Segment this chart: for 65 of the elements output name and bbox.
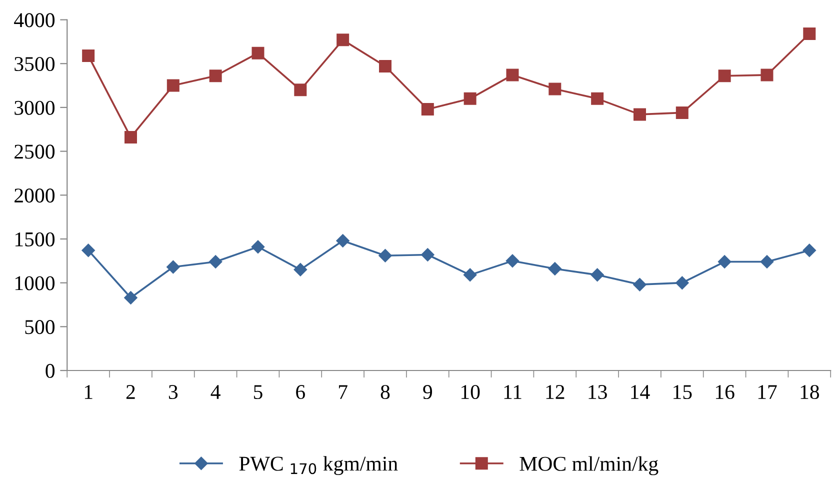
point	[633, 278, 646, 292]
x-tick-label: 5	[254, 385, 262, 400]
legend-label: MOC ml/min/kg	[520, 456, 658, 476]
point	[294, 263, 307, 276]
x-tick-label: 6	[296, 385, 305, 400]
point	[590, 268, 604, 282]
point	[166, 260, 180, 274]
point	[82, 49, 95, 62]
point	[124, 291, 138, 304]
point	[676, 106, 688, 119]
point	[506, 68, 519, 82]
point	[463, 268, 477, 282]
y-tick-label: 4000	[14, 13, 55, 28]
point	[760, 255, 774, 268]
x-tick-label: 16	[716, 385, 734, 400]
point	[633, 108, 646, 121]
point	[208, 255, 222, 268]
point	[591, 92, 604, 105]
point	[548, 82, 562, 96]
point	[548, 262, 562, 276]
point	[124, 131, 137, 144]
point	[676, 276, 689, 290]
x-tick-label: 10	[461, 384, 480, 400]
point	[760, 68, 774, 82]
point	[378, 60, 392, 72]
y-tick-label: 2500	[14, 144, 55, 159]
point	[718, 70, 731, 82]
point	[251, 240, 265, 254]
x-tick-label: 12	[546, 385, 564, 399]
point	[252, 46, 264, 60]
x-tick-label: 13	[588, 385, 607, 400]
x-tick-label: 14	[631, 385, 650, 399]
y-tick-label: 500	[25, 320, 55, 334]
point	[209, 70, 222, 82]
point	[421, 102, 434, 116]
x-tick-label: 17	[758, 385, 777, 399]
point	[166, 79, 180, 92]
point	[378, 249, 392, 262]
point	[421, 248, 434, 262]
point	[294, 84, 307, 96]
point	[464, 92, 476, 105]
x-tick-label: 3	[168, 385, 178, 400]
y-tick-label: 3500	[14, 56, 55, 72]
y-tick-label: 1500	[15, 232, 55, 246]
legend-label: PWC $_{170}$ kgm/min	[239, 456, 398, 476]
point	[82, 244, 95, 257]
x-tick-label: 1	[84, 385, 92, 399]
y-tick-label: 0	[46, 364, 55, 378]
point	[803, 28, 816, 40]
x-tick-label: 8	[380, 384, 390, 400]
x-tick-label: 15	[674, 385, 692, 400]
x-tick-label: 2	[126, 385, 135, 399]
x-tick-label: 7	[338, 385, 348, 399]
point	[802, 244, 816, 257]
x-tick-label: 4	[210, 385, 220, 399]
point	[506, 254, 520, 268]
y-tick-label: 1000	[15, 276, 55, 290]
y-tick-label: 2000	[14, 188, 55, 203]
point	[718, 255, 732, 268]
x-tick-label: 11	[504, 385, 522, 399]
x-tick-label: 18	[800, 384, 820, 400]
point	[336, 34, 350, 46]
x-tick-label: 9	[423, 385, 432, 400]
point	[336, 234, 350, 248]
y-tick-label: 3000	[14, 100, 55, 115]
